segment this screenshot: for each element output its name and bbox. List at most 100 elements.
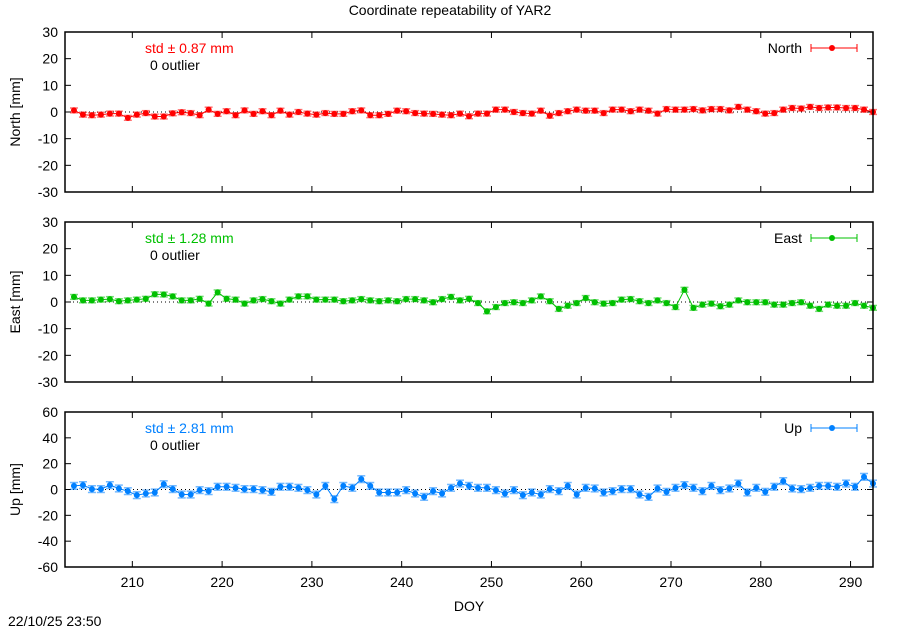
data-point: [483, 308, 490, 315]
y-tick-label: -20: [38, 507, 58, 523]
data-point: [97, 111, 104, 118]
data-point: [304, 487, 311, 494]
data-point: [97, 486, 104, 493]
data-point: [196, 487, 203, 494]
data-point: [142, 295, 149, 302]
data-point: [412, 490, 419, 497]
data-point: [232, 296, 239, 303]
data-point: [430, 299, 437, 306]
data-point: [88, 112, 95, 119]
data-point: [169, 486, 176, 493]
data-point: [187, 110, 194, 117]
data-point: [331, 110, 338, 117]
data-point: [573, 106, 580, 113]
data-point: [483, 110, 490, 117]
data-point: [654, 297, 661, 304]
data-point: [403, 296, 410, 303]
data-point: [717, 303, 724, 310]
data-point: [187, 491, 194, 498]
data-point: [277, 107, 284, 114]
y-tick-label: 20: [42, 51, 58, 67]
y-tick-label: -30: [38, 374, 58, 390]
data-point: [519, 492, 526, 499]
data-point: [412, 296, 419, 303]
data-point: [537, 491, 544, 498]
data-point: [699, 301, 706, 308]
data-point: [510, 487, 517, 494]
data-point: [70, 482, 77, 489]
x-axis-label: DOY: [454, 598, 485, 614]
data-point: [843, 302, 850, 309]
data-point: [358, 107, 365, 114]
data-point: [726, 301, 733, 308]
data-point: [421, 110, 428, 117]
outlier-annotation: 0 outlier: [150, 57, 200, 73]
data-point: [322, 296, 329, 303]
data-point: [843, 105, 850, 111]
y-tick-label: 30: [42, 214, 58, 230]
x-tick-label: 270: [659, 574, 683, 590]
data-point: [322, 482, 329, 489]
y-tick-label: 20: [42, 241, 58, 257]
data-point: [349, 484, 356, 491]
data-point: [385, 110, 392, 117]
x-tick-label: 220: [210, 574, 234, 590]
data-point: [663, 300, 670, 307]
y-tick-label: 0: [50, 482, 58, 498]
data-point: [349, 297, 356, 304]
data-point: [627, 486, 634, 493]
legend-label: North: [768, 40, 802, 56]
data-point: [843, 480, 850, 487]
data-point: [196, 112, 203, 119]
y-tick-label: -20: [38, 347, 58, 363]
data-point: [286, 483, 293, 490]
data-point: [250, 297, 257, 304]
data-point: [744, 489, 751, 496]
data-point: [798, 105, 805, 112]
data-point: [645, 107, 652, 114]
data-point: [169, 293, 176, 300]
data-point: [861, 106, 868, 113]
data-point: [807, 103, 814, 110]
data-point: [241, 486, 248, 493]
data-point: [492, 304, 499, 311]
legend: East: [774, 230, 858, 246]
data-point: [825, 482, 832, 489]
data-point: [439, 296, 446, 303]
data-point: [699, 488, 706, 495]
y-tick-label: 30: [42, 24, 58, 40]
data-point: [681, 286, 688, 293]
data-point: [133, 296, 140, 303]
outlier-annotation: 0 outlier: [150, 437, 200, 453]
data-point: [250, 486, 257, 493]
x-tick-label: 260: [570, 574, 594, 590]
data-point: [214, 289, 221, 296]
data-point: [807, 302, 814, 309]
data-point: [223, 483, 230, 490]
data-point: [591, 299, 598, 306]
data-point: [169, 110, 176, 117]
data-point: [744, 299, 751, 306]
data-point: [852, 300, 859, 307]
data-point: [753, 108, 760, 115]
data-point: [421, 493, 428, 500]
std-annotation: std ± 1.28 mm: [145, 230, 234, 246]
data-point: [771, 301, 778, 308]
data-point: [79, 297, 86, 304]
data-point: [151, 113, 158, 120]
data-point: [636, 491, 643, 498]
data-point: [268, 298, 275, 305]
data-point: [457, 297, 464, 304]
data-point: [690, 304, 697, 311]
data-point: [600, 489, 607, 496]
plot-frame: [64, 221, 874, 383]
data-point: [376, 298, 383, 305]
data-point: [430, 488, 437, 495]
data-point: [304, 110, 311, 117]
data-point: [349, 108, 356, 115]
y-tick-label: 40: [42, 430, 58, 446]
data-point: [331, 496, 338, 503]
legend-point: [829, 45, 835, 51]
data-point: [816, 105, 823, 111]
